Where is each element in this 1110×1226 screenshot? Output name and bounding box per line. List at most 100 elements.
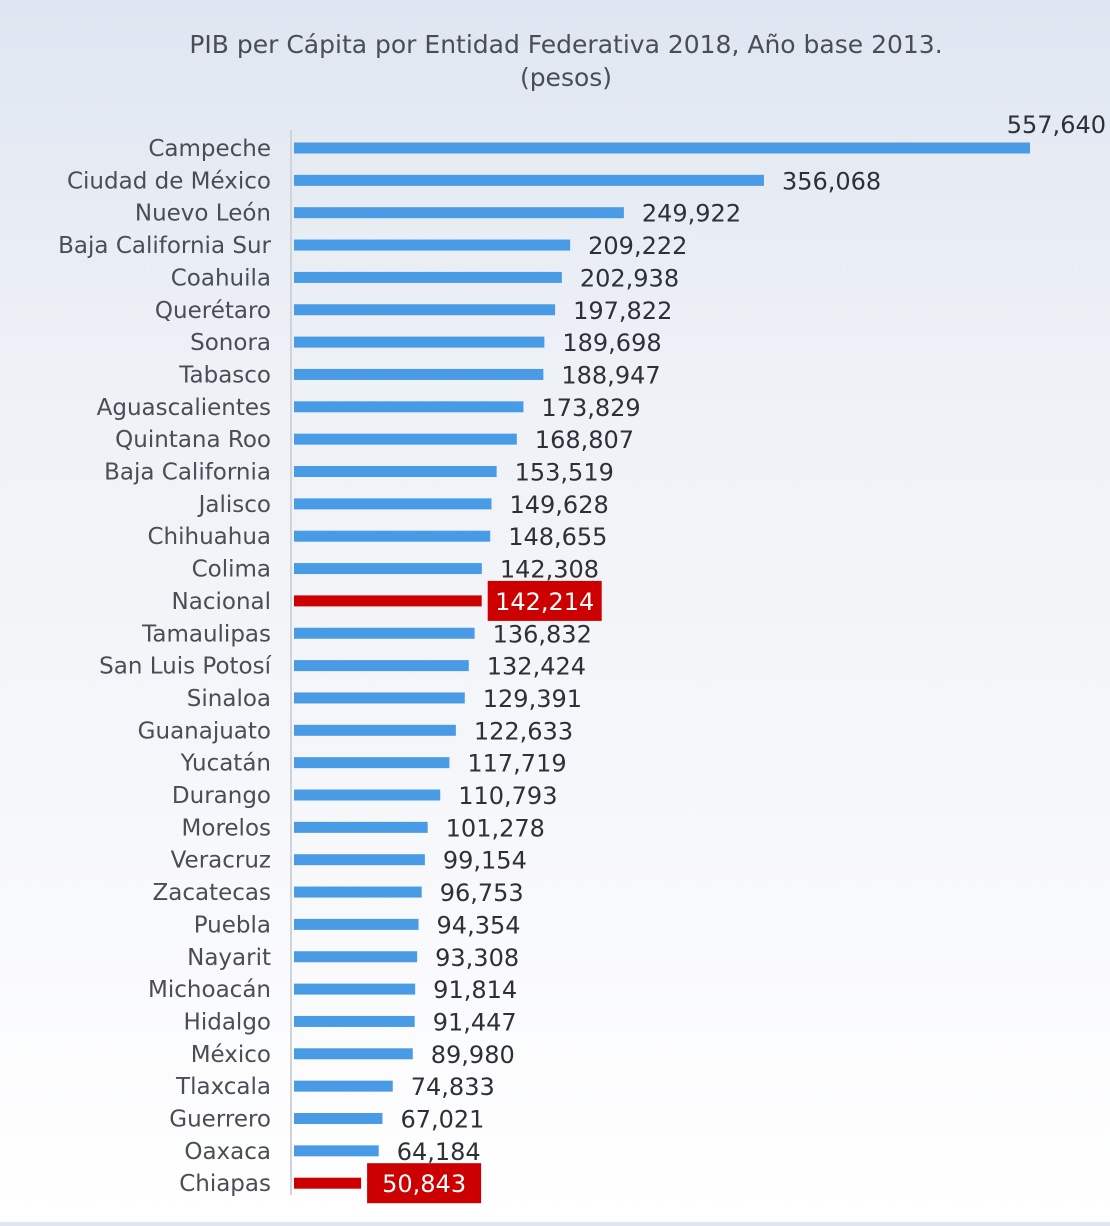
bar-tabasco [294,368,544,380]
chart-subtitle: (pesos) [520,63,612,92]
category-label-hidalgo: Hidalgo [184,1009,271,1035]
category-label-nacional: Nacional [172,589,271,615]
category-label-tamaulipas: Tamaulipas [141,621,271,647]
category-label-veracruz: Veracruz [171,848,271,874]
bar-tlaxcala [294,1080,393,1092]
value-label-aguascalientes: 173,829 [541,394,640,422]
category-label-sinaloa: Sinaloa [187,686,271,712]
category-label-queretaro: Querétaro [155,298,271,324]
bar-mexico [294,1048,413,1060]
category-label-aguascalientes: Aguascalientes [97,395,271,421]
category-label-yucatan: Yucatán [180,751,271,777]
value-label-veracruz: 99,154 [443,847,527,875]
value-label-mexico: 89,980 [431,1041,515,1069]
value-label-quintana-roo: 168,807 [535,426,634,454]
bar-sonora [294,336,545,348]
category-label-quintana-roo: Quintana Roo [115,427,271,453]
value-label-guerrero: 67,021 [400,1106,484,1134]
value-highlight-box-nacional [487,580,602,621]
chart-title: PIB per Cápita por Entidad Federativa 20… [189,30,942,59]
category-label-sonora: Sonora [190,330,271,356]
bar-tamaulipas [294,627,475,639]
value-label-sinaloa: 129,391 [483,685,582,713]
category-label-tlaxcala: Tlaxcala [175,1074,271,1100]
bar-nacional [294,595,482,607]
value-label-durango: 110,793 [458,782,557,810]
category-label-nuevo-leon: Nuevo León [135,201,271,227]
bar-veracruz [294,854,425,866]
value-label-morelos: 101,278 [446,814,545,842]
value-label-zacatecas: 96,753 [440,879,524,907]
value-highlight-box-chiapas [367,1163,482,1204]
category-label-nayarit: Nayarit [187,945,271,971]
bar-ciudad-de-mexico [294,174,764,186]
value-label-nayarit: 93,308 [435,944,519,972]
category-label-mexico: México [191,1042,271,1068]
value-label-jalisco: 149,628 [509,491,608,519]
bar-baja-california [294,466,497,477]
category-label-durango: Durango [172,783,271,809]
bars-group: Campeche 557,640 Ciudad de México 356,068 Nu… [58,111,1106,1204]
category-label-zacatecas: Zacatecas [153,880,271,906]
bar-nayarit [294,951,418,963]
bar-michoacan [294,983,416,995]
category-label-campeche: Campeche [148,136,271,162]
bar-puebla [294,918,419,930]
bar-guanajuato [294,724,456,736]
value-label-nuevo-leon: 249,922 [642,200,741,228]
category-label-baja-california-sur: Baja California Sur [58,233,271,259]
value-label-baja-california: 153,519 [515,459,614,487]
value-label-coahuila: 202,938 [580,264,679,292]
bar-chihuahua [294,530,491,542]
category-label-morelos: Morelos [182,815,271,841]
bar-coahuila [294,271,562,283]
value-label-michoacan: 91,814 [433,976,517,1004]
value-label-tlaxcala: 74,833 [411,1073,495,1101]
value-label-campeche: 557,640 [1007,111,1106,139]
value-label-guanajuato: 122,633 [474,717,573,745]
bar-colima [294,563,482,575]
value-label-chiapas: 50,843 [382,1170,466,1198]
bar-morelos [294,821,428,833]
bar-durango [294,789,441,801]
bar-san-luis-potosi [294,660,469,672]
value-label-chihuahua: 148,655 [508,523,607,551]
value-label-baja-california-sur: 209,222 [588,232,687,260]
category-label-michoacan: Michoacán [148,977,271,1003]
value-label-tamaulipas: 136,832 [493,620,592,648]
category-label-puebla: Puebla [194,912,271,938]
category-label-chiapas: Chiapas [179,1171,271,1197]
bar-campeche [294,142,1030,154]
value-label-yucatan: 117,719 [467,750,566,778]
value-label-tabasco: 188,947 [561,361,660,389]
category-label-coahuila: Coahuila [171,265,271,291]
category-label-baja-california: Baja California [104,460,271,486]
value-label-hidalgo: 91,447 [433,1008,517,1036]
bar-zacatecas [294,886,422,898]
value-label-queretaro: 197,822 [573,297,672,325]
bar-oaxaca [294,1145,379,1157]
category-label-chihuahua: Chihuahua [147,524,271,550]
value-label-puebla: 94,354 [437,911,521,939]
category-label-oaxaca: Oaxaca [184,1139,271,1165]
bar-queretaro [294,304,556,316]
value-label-san-luis-potosi: 132,424 [487,653,586,681]
category-label-guanajuato: Guanajuato [138,718,271,744]
category-label-colima: Colima [192,557,271,583]
bar-chiapas [294,1177,362,1189]
value-label-nacional: 142,214 [495,588,594,616]
value-label-colima: 142,308 [500,556,599,584]
value-label-sonora: 189,698 [562,329,661,357]
value-label-oaxaca: 64,184 [397,1138,481,1166]
value-label-ciudad-de-mexico: 356,068 [782,167,881,195]
category-label-jalisco: Jalisco [197,492,271,518]
category-label-guerrero: Guerrero [169,1107,271,1133]
bar-sinaloa [294,692,465,704]
bar-nuevo-leon [294,207,624,219]
bar-aguascalientes [294,401,524,413]
category-label-tabasco: Tabasco [178,362,271,388]
bar-guerrero [294,1113,383,1124]
bar-baja-california-sur [294,239,571,251]
